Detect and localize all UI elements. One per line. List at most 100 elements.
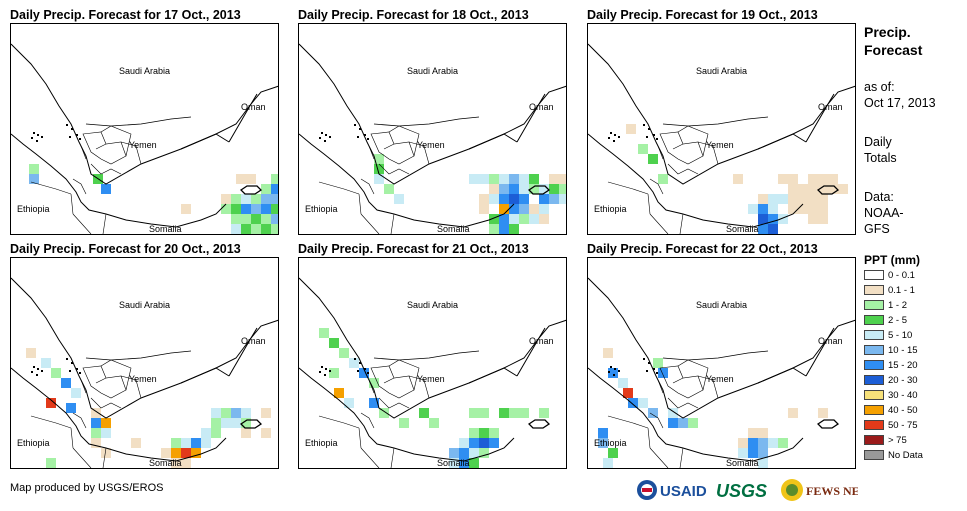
rain-cell bbox=[334, 388, 344, 398]
map-svg bbox=[299, 277, 566, 468]
map-label-oman: Oman bbox=[818, 336, 843, 346]
rain-cell bbox=[758, 214, 768, 224]
rain-cell bbox=[469, 408, 479, 418]
map-label-somalia: Somalia bbox=[437, 224, 470, 234]
rain-cell bbox=[449, 458, 459, 468]
rain-cell bbox=[271, 174, 278, 184]
rain-cell bbox=[231, 204, 241, 214]
map-label-ethiopia: Ethiopia bbox=[305, 204, 338, 214]
rain-cell bbox=[221, 204, 231, 214]
rain-cell bbox=[449, 448, 459, 458]
rain-cell bbox=[608, 368, 618, 378]
rain-cell bbox=[509, 174, 519, 184]
rain-cell bbox=[758, 204, 768, 214]
rain-cell bbox=[499, 184, 509, 194]
rain-cell bbox=[798, 194, 808, 204]
rain-cell bbox=[758, 458, 768, 468]
legend-swatch bbox=[864, 450, 884, 461]
rain-cell bbox=[768, 438, 778, 448]
rain-cell bbox=[344, 398, 354, 408]
rain-cell bbox=[638, 144, 648, 154]
rain-cell bbox=[46, 458, 56, 468]
rain-cell bbox=[379, 408, 389, 418]
rain-cell bbox=[329, 368, 339, 378]
rain-cell bbox=[758, 438, 768, 448]
rain-cell bbox=[211, 418, 221, 428]
basemap bbox=[11, 277, 278, 468]
rain-cell bbox=[489, 194, 499, 204]
map-label-saudi: Saudi Arabia bbox=[696, 300, 748, 310]
legend-label: 30 - 40 bbox=[888, 390, 918, 401]
data-source-line2: GFS bbox=[864, 222, 890, 236]
rain-cell bbox=[648, 154, 658, 164]
map-label-oman: Oman bbox=[529, 102, 554, 112]
legend-label: 50 - 75 bbox=[888, 420, 918, 431]
rain-cell bbox=[499, 204, 509, 214]
legend-item: 10 - 15 bbox=[864, 345, 918, 356]
map-label-oman: Oman bbox=[529, 336, 554, 346]
map-label-saudi: Saudi Arabia bbox=[119, 66, 171, 76]
rain-cell bbox=[181, 204, 191, 214]
rain-cell bbox=[241, 204, 251, 214]
rain-cell bbox=[171, 458, 181, 468]
legend-label: No Data bbox=[888, 450, 923, 461]
legend-item: 40 - 50 bbox=[864, 405, 918, 416]
rain-cell bbox=[101, 448, 111, 458]
map-svg bbox=[11, 43, 278, 234]
rain-cell bbox=[271, 194, 278, 204]
rain-cell bbox=[626, 124, 636, 134]
map-label-somalia: Somalia bbox=[149, 458, 182, 468]
legend-item: 15 - 20 bbox=[864, 360, 918, 371]
legend-swatch bbox=[864, 405, 884, 416]
panel-title-6: Daily Precip. Forecast for 22 Oct., 2013 bbox=[587, 242, 818, 256]
rain-cell bbox=[529, 214, 539, 224]
basemap bbox=[588, 43, 855, 234]
rain-cell bbox=[628, 398, 638, 408]
rain-cell bbox=[231, 214, 241, 224]
rain-cell bbox=[41, 358, 51, 368]
rain-cell bbox=[369, 378, 379, 388]
data-source-line1: NOAA- bbox=[864, 206, 904, 220]
rain-cell bbox=[261, 194, 271, 204]
rain-cell bbox=[499, 214, 509, 224]
rain-cell bbox=[818, 204, 828, 214]
rain-cell bbox=[489, 214, 499, 224]
map-label-ethiopia: Ethiopia bbox=[594, 438, 627, 448]
map-label-yemen: Yemen bbox=[417, 140, 445, 150]
rain-cell bbox=[469, 448, 479, 458]
legend-label: 5 - 10 bbox=[888, 330, 913, 341]
rain-cell bbox=[51, 368, 61, 378]
rain-cell bbox=[384, 184, 394, 194]
legend-swatch bbox=[864, 270, 884, 281]
rain-cell bbox=[738, 448, 748, 458]
rain-cell bbox=[499, 224, 509, 234]
map-label-saudi: Saudi Arabia bbox=[407, 66, 459, 76]
rain-cell bbox=[61, 378, 71, 388]
rain-cell bbox=[91, 428, 101, 438]
legend-label: 0.1 - 1 bbox=[888, 285, 915, 296]
rain-cell bbox=[688, 418, 698, 428]
rain-cell bbox=[808, 174, 818, 184]
map-label-oman: Oman bbox=[241, 102, 266, 112]
rain-cell bbox=[236, 174, 246, 184]
rain-cell bbox=[221, 194, 231, 204]
rain-cell bbox=[519, 174, 529, 184]
legend-swatch bbox=[864, 345, 884, 356]
rain-cell bbox=[469, 428, 479, 438]
rain-cell bbox=[758, 224, 768, 234]
map-svg bbox=[588, 43, 855, 234]
rain-cell bbox=[241, 224, 251, 234]
rain-cell bbox=[359, 368, 369, 378]
rain-cell bbox=[221, 418, 231, 428]
rain-cell bbox=[251, 194, 261, 204]
rain-cell bbox=[131, 438, 141, 448]
rain-cell bbox=[231, 194, 241, 204]
rain-cell bbox=[489, 428, 499, 438]
map-panel-3: Saudi Arabia Oman Yemen Ethiopia Somalia bbox=[587, 23, 856, 235]
rain-cell bbox=[101, 184, 111, 194]
rain-cell bbox=[648, 408, 658, 418]
rain-cell bbox=[608, 448, 618, 458]
rain-cell bbox=[618, 378, 628, 388]
rain-cell bbox=[251, 214, 261, 224]
rain-cell bbox=[261, 224, 271, 234]
